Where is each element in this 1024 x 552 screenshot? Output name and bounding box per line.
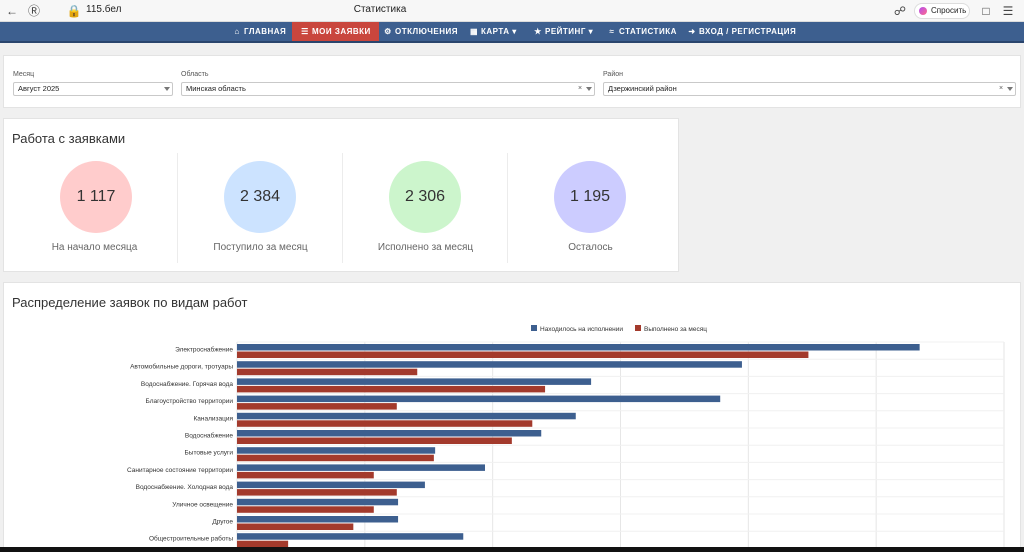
bar <box>237 481 425 489</box>
browser-logo-icon[interactable]: Ⓡ <box>27 4 40 18</box>
nav-item-outages[interactable]: ⚙ ОТКЛЮЧЕНИЯ <box>383 22 458 41</box>
nav-item-map[interactable]: ▦ КАРТА ▾ <box>469 22 517 41</box>
region-select[interactable]: Минская область × <box>181 82 595 96</box>
distribution-title: Распределение заявок по видам работ <box>12 295 248 310</box>
clear-icon[interactable]: × <box>578 85 583 92</box>
stat-circle: 2 384 <box>224 161 296 233</box>
bar <box>237 361 742 368</box>
ai-icon <box>919 7 927 15</box>
stat-received: 2 384 Поступило за месяц <box>177 153 342 263</box>
chart-icon: ≈ <box>609 27 615 36</box>
category-label: Благоустройство территории <box>146 397 234 405</box>
bar <box>237 437 512 444</box>
bar <box>237 471 374 479</box>
bar <box>237 344 920 351</box>
category-label: Электроснабжение <box>175 346 233 354</box>
bar <box>237 540 289 548</box>
stat-label: Поступило за месяц <box>213 242 308 253</box>
bar <box>237 454 434 462</box>
stat-label: На начало месяца <box>51 242 138 253</box>
requests-stats-panel: Работа с заявками 1 117 На начало месяца… <box>3 118 679 272</box>
filters-panel: Месяц Август 2025 Область Минская област… <box>3 55 1021 108</box>
category-label: Санитарное состояние территории <box>127 467 233 474</box>
category-label: Канализация <box>194 415 234 422</box>
page-title: Статистика <box>353 4 407 15</box>
region-label: Область <box>181 71 209 78</box>
stat-circle: 2 306 <box>389 161 461 233</box>
month-label: Месяц <box>13 71 35 78</box>
legend-swatch <box>531 325 537 331</box>
stat-completed: 2 306 Исполнено за месяц <box>342 153 507 263</box>
address-bar[interactable]: 115.бел <box>86 4 122 15</box>
bar <box>237 489 397 496</box>
outage-icon: ⚙ <box>384 27 392 36</box>
bar <box>237 447 436 454</box>
stat-circle: 1 117 <box>60 161 132 233</box>
bar <box>237 403 397 410</box>
bar <box>237 385 546 393</box>
category-label: Автомобильные дороги, тротуары <box>130 363 233 371</box>
category-label: Общестроительные работы <box>149 535 233 543</box>
tabs-icon[interactable]: □ <box>982 4 990 18</box>
home-icon: ⌂ <box>234 27 240 36</box>
stat-label: Исполнено за месяц <box>377 242 474 253</box>
chevron-down-icon <box>164 87 170 91</box>
nav-item-statistics[interactable]: ≈ СТАТИСТИКА <box>607 22 677 41</box>
bar <box>237 378 592 385</box>
distribution-chart: Находилось на исполнении Выполнено за мес… <box>127 325 1005 551</box>
stat-start-of-month: 1 117 На начало месяца <box>12 153 177 263</box>
bar <box>237 412 576 420</box>
list-icon: ☰ <box>301 27 309 36</box>
star-icon: ★ <box>534 27 542 36</box>
bar <box>237 506 374 513</box>
legend-label: Выполнено за месяц <box>644 326 707 333</box>
nav-item-login[interactable]: ➜ ВХОД / РЕГИСТРАЦИЯ <box>687 22 796 41</box>
bar <box>237 498 399 506</box>
bar <box>237 430 542 437</box>
bar <box>237 516 399 523</box>
bar <box>237 523 354 530</box>
bar <box>237 368 418 376</box>
legend-swatch <box>635 325 641 331</box>
main-navigation: ⌂ ГЛАВНАЯ ☰ МОИ ЗАЯВКИ ⚙ ОТКЛЮЧЕНИЯ ▦ КАРТА … <box>0 22 1024 43</box>
nav-item-home[interactable]: ⌂ ГЛАВНАЯ <box>232 22 286 41</box>
bar <box>237 533 464 540</box>
category-label: Водоснабжение <box>185 432 234 440</box>
bar <box>237 395 721 403</box>
translate-icon[interactable]: ☰ <box>1002 4 1014 18</box>
browser-toolbar: ← Ⓡ 🔒 115.бел Статистика ☍ Спросить □ ☰ <box>0 0 1024 22</box>
back-icon[interactable]: ← <box>6 4 18 18</box>
district-select[interactable]: Дзержинский район × <box>603 82 1016 96</box>
category-label: Водоснабжение. Холодная вода <box>136 483 234 491</box>
month-select[interactable]: Август 2025 <box>13 82 173 96</box>
chevron-down-icon <box>586 87 592 91</box>
bookmark-icon[interactable]: ☍ <box>893 4 907 18</box>
chevron-down-icon <box>1007 87 1013 91</box>
stat-circle: 1 195 <box>554 161 626 233</box>
map-icon: ▦ <box>469 27 479 36</box>
district-label: Район <box>603 71 623 78</box>
ask-ai-button[interactable]: Спросить <box>914 3 970 19</box>
category-label: Водоснабжение. Горячая вода <box>141 380 233 388</box>
lock-icon[interactable]: 🔒 <box>66 4 82 18</box>
bar <box>237 351 809 358</box>
bar <box>237 420 533 427</box>
login-icon: ➜ <box>688 27 696 36</box>
category-label: Уличное освещение <box>172 501 233 508</box>
stat-remaining: 1 195 Осталось <box>507 153 672 263</box>
stats-title: Работа с заявками <box>12 131 126 146</box>
stat-label: Осталось <box>568 242 613 253</box>
nav-item-rating[interactable]: ★ РЕЙТИНГ ▾ <box>533 22 593 41</box>
bar <box>237 464 485 471</box>
clear-icon[interactable]: × <box>999 85 1004 92</box>
distribution-panel: Распределение заявок по видам работ Нахо… <box>3 282 1021 552</box>
nav-item-my-requests[interactable]: ☰ МОИ ЗАЯВКИ <box>292 22 379 41</box>
taskbar-strip <box>0 547 1024 552</box>
legend-label: Находилось на исполнении <box>540 326 623 333</box>
category-label: Другое <box>212 519 233 526</box>
category-label: Бытовые услуги <box>185 450 234 457</box>
